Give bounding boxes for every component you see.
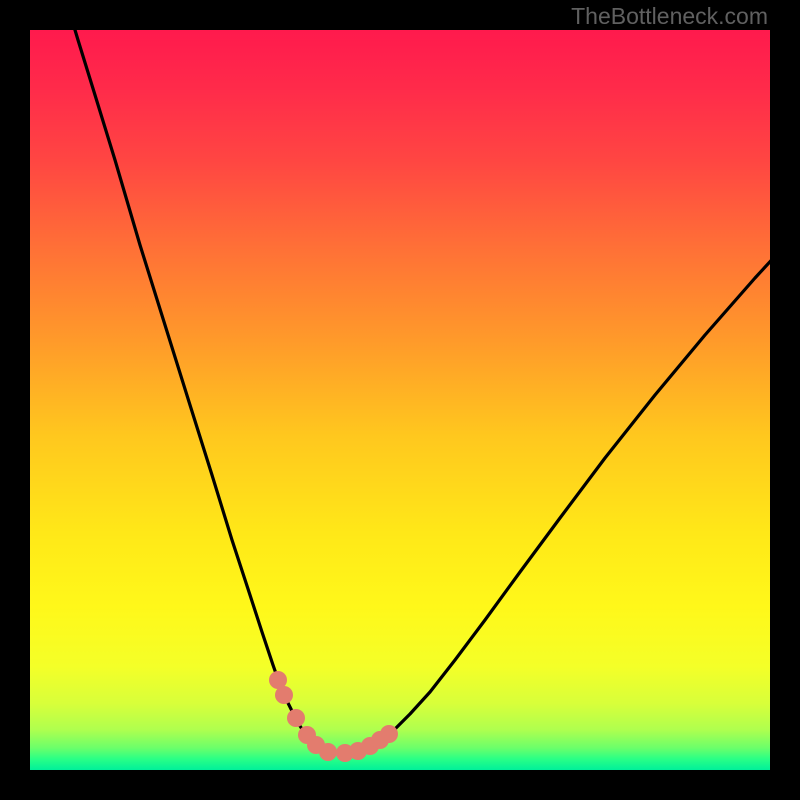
chart-outer: TheBottleneck.com <box>0 0 800 800</box>
plot-area <box>30 30 770 770</box>
optimum-markers <box>30 30 770 770</box>
optimum-marker <box>380 725 398 743</box>
optimum-marker <box>275 686 293 704</box>
optimum-marker <box>319 743 337 761</box>
watermark-text: TheBottleneck.com <box>571 3 768 30</box>
optimum-marker <box>287 709 305 727</box>
